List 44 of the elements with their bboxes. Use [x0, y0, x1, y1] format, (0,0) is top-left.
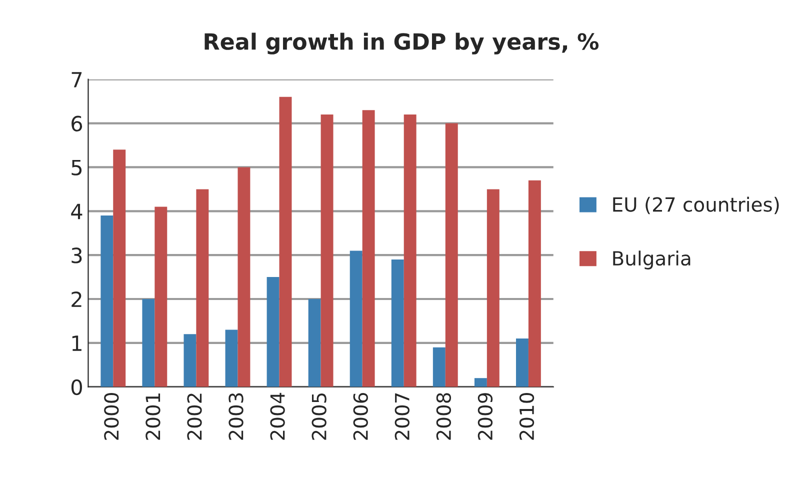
x-tick-label: 2010: [519, 393, 534, 440]
y-tick-label: 1: [72, 336, 82, 351]
x-tick-label: 2000: [104, 393, 119, 440]
bar: [486, 189, 500, 387]
y-tick-label: 4: [71, 204, 82, 220]
bar: [391, 259, 404, 387]
bar: [196, 189, 209, 387]
bar: [100, 216, 114, 387]
y-tick-label: 6: [72, 116, 82, 132]
x-tick-label: 2009: [478, 393, 493, 440]
bar: [404, 114, 416, 387]
bar: [320, 114, 334, 387]
bar: [154, 206, 168, 387]
x-tick-label: 2002: [187, 394, 202, 440]
bar: [184, 334, 196, 387]
bar: [432, 347, 446, 387]
x-tick-label: 2001: [146, 394, 160, 440]
bar: [308, 299, 321, 387]
bar: [350, 250, 362, 387]
bar: [362, 110, 375, 387]
x-tick-label: 2008: [436, 393, 452, 440]
bar: [445, 123, 458, 387]
y-tick-label: 7: [72, 72, 82, 88]
bar: [474, 378, 487, 387]
x-tick-label: 2005: [312, 393, 326, 440]
x-tick-label: 2007: [394, 393, 410, 440]
y-tick-label: 5: [72, 160, 82, 176]
x-tick-label: 2003: [228, 393, 244, 440]
chart-title: Real growth in GDP by years, %: [204, 32, 599, 54]
bar: [279, 96, 292, 387]
bar: [113, 150, 126, 387]
x-tick-label: 2004: [270, 392, 285, 440]
bar: [528, 180, 541, 387]
bar: [266, 277, 280, 387]
legend-label: EU (27 countries): [613, 196, 779, 214]
x-tick-label: 2006: [353, 392, 368, 440]
bar: [142, 299, 155, 387]
bar: [225, 330, 238, 387]
y-tick-label: 2: [72, 291, 82, 307]
y-tick-label: 0: [71, 379, 82, 396]
bar: [516, 338, 528, 387]
bar: [238, 167, 250, 387]
legend-label: Bulgaria: [613, 250, 690, 270]
y-tick-label: 3: [72, 248, 82, 264]
